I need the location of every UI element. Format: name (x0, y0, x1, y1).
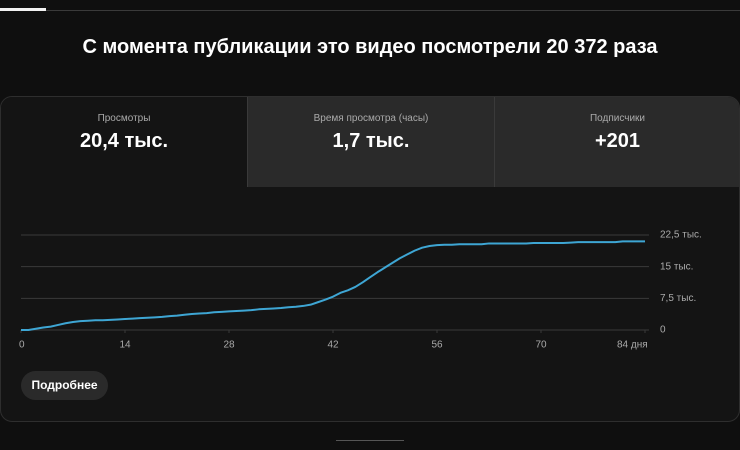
line (21, 240, 645, 331)
y-tick-label: 0 (660, 325, 666, 336)
tab-divider (0, 10, 740, 11)
analytics-card: Просмотры 20,4 тыс. Время просмотра (час… (0, 96, 740, 422)
chart: 0 7,5 тыс. 15 тыс. 22,5 тыс. 0 14 28 42 56 70 84 д… (19, 230, 702, 351)
tab-label: Время просмотра (часы) (313, 113, 429, 124)
x-tick-label: 42 (327, 340, 339, 351)
y-tick-label: 15 тыс. (660, 261, 693, 272)
tab-indicator (0, 8, 46, 11)
tab-label: Подписчики (589, 113, 645, 124)
tab[interactable]: Подписчики +201 (494, 97, 739, 187)
tab-value: 1,7 тыс. (332, 130, 410, 152)
tab[interactable]: Просмотры 20,4 тыс. (1, 97, 247, 187)
tab-value: 20,4 тыс. (79, 130, 169, 152)
tab-label: Просмотры (97, 113, 151, 124)
y-tick-label: 7,5 тыс. (660, 293, 696, 304)
y-tick-label: 22,5 тыс. (660, 230, 702, 241)
x-tick-label: 84 дня (617, 340, 648, 351)
x-tick-label: 56 (431, 340, 443, 351)
x-tick-label: 28 (223, 340, 235, 351)
details-button[interactable]: Подробнее (21, 371, 108, 400)
title: С момента публикации это видео посмотрел… (82, 36, 658, 58)
scroll-hint (336, 440, 404, 441)
x-tick-label: 0 (19, 340, 25, 351)
x-tick-label: 14 (119, 340, 131, 351)
x-tick-label: 70 (535, 340, 547, 351)
tab[interactable]: Время просмотра (часы) 1,7 тыс. (247, 97, 494, 187)
tab-value: +201 (594, 130, 641, 152)
